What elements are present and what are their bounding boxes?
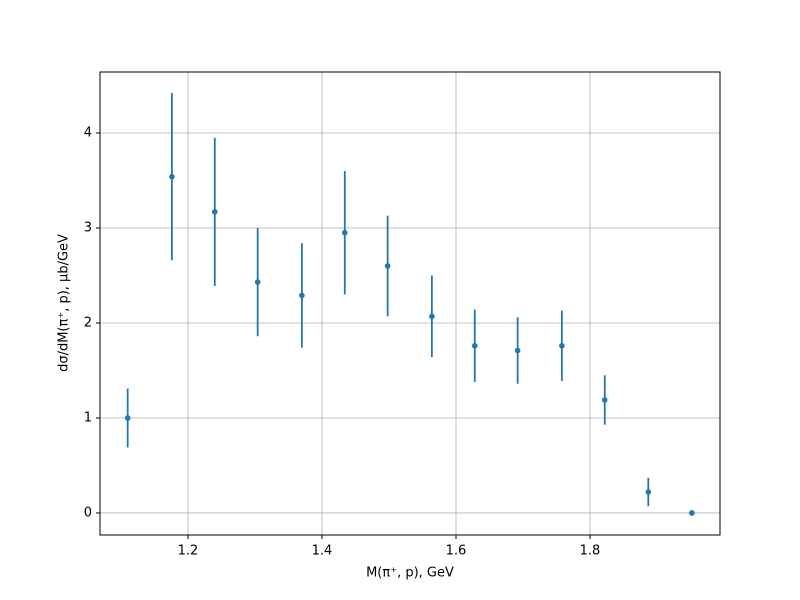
y-axis-label: dσ/dM(π⁺, p), μb/GeV xyxy=(57,234,72,372)
point xyxy=(471,342,478,349)
x-axis-label: M(π⁺, p), GeV xyxy=(366,566,454,581)
point xyxy=(689,510,695,516)
point xyxy=(299,292,305,299)
y-tick-label: 4 xyxy=(84,125,92,140)
x-tick-label: 1.4 xyxy=(312,544,333,559)
point xyxy=(514,347,521,354)
point xyxy=(559,342,565,349)
point xyxy=(429,313,435,320)
y-tick-label: 3 xyxy=(84,220,92,235)
point xyxy=(211,209,218,215)
y-tick-label: 2 xyxy=(84,315,92,330)
plot-frame xyxy=(99,71,721,536)
point xyxy=(601,397,608,403)
point xyxy=(341,229,348,236)
x-tick-label: 1.6 xyxy=(446,544,467,559)
point xyxy=(169,173,175,180)
point xyxy=(645,489,652,495)
y-tick-label: 0 xyxy=(84,505,92,520)
x-tick-label: 1.8 xyxy=(580,544,601,559)
x-tick-label: 1.2 xyxy=(178,544,199,559)
y-tick-label: 1 xyxy=(84,410,92,425)
point xyxy=(384,263,391,269)
point xyxy=(254,279,261,285)
point xyxy=(124,415,131,421)
